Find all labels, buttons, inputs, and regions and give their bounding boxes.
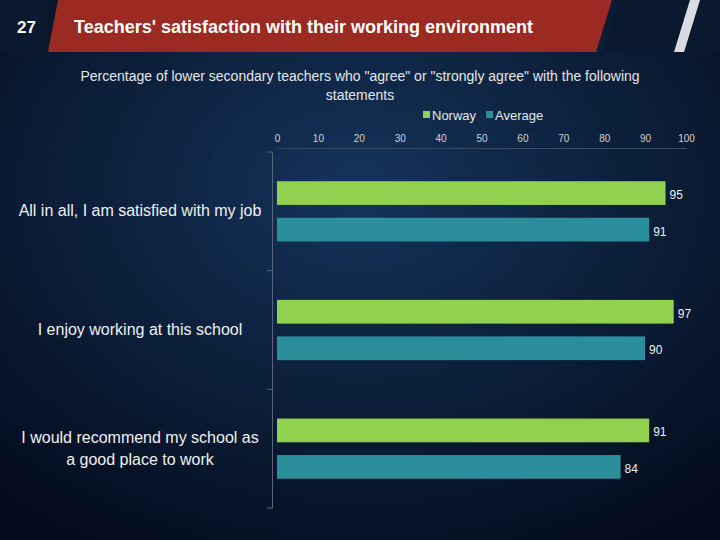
category-label: I enjoy working at this school — [38, 321, 243, 338]
bar — [277, 300, 674, 324]
x-tick-label: 80 — [599, 133, 611, 144]
category-divider — [267, 508, 272, 509]
legend: Norway Average — [423, 108, 543, 123]
background — [0, 0, 720, 540]
x-axis-line — [278, 148, 687, 149]
x-tick-label: 100 — [678, 133, 695, 144]
x-axis: 0 10 20 30 40 50 60 70 80 90 100 — [275, 133, 696, 149]
bar — [277, 336, 645, 360]
data-label: 91 — [653, 225, 667, 239]
x-tick-label: 40 — [436, 133, 448, 144]
header-right — [604, 0, 720, 52]
subtitle: Percentage of lower secondary teachers w… — [80, 68, 639, 103]
x-tick-label: 70 — [558, 133, 570, 144]
header-left — [0, 0, 48, 52]
x-tick-label: 10 — [313, 133, 325, 144]
legend-label: Norway — [432, 108, 477, 123]
category-divider — [267, 389, 272, 390]
x-tick: 20 — [354, 133, 366, 148]
data-labels: 95 97 91 91 90 84 — [625, 188, 692, 476]
x-tick-label: 30 — [395, 133, 407, 144]
x-tick: 80 — [599, 133, 611, 148]
header-stripe — [674, 0, 700, 52]
category-divider — [267, 270, 272, 271]
legend-label: Average — [495, 108, 543, 123]
y-axis-line — [272, 153, 273, 509]
category-divider — [267, 152, 272, 153]
chart: 27 Teachers' satisfaction with their work… — [0, 0, 720, 540]
bar — [277, 419, 649, 443]
x-tick: 100 — [678, 133, 695, 148]
category-label: I would recommend my school asa good pla… — [21, 429, 258, 468]
bar — [277, 218, 649, 242]
x-tick: 60 — [517, 133, 529, 148]
data-label: 84 — [625, 462, 639, 476]
data-label: 95 — [670, 188, 684, 202]
x-tick-label: 90 — [640, 133, 652, 144]
legend-swatch — [486, 111, 493, 118]
legend-swatch — [423, 111, 430, 118]
bar — [277, 455, 621, 479]
data-label: 97 — [678, 307, 692, 321]
bar — [277, 181, 666, 205]
data-label: 90 — [649, 343, 663, 357]
x-tick-label: 20 — [354, 133, 366, 144]
data-label: 91 — [653, 425, 667, 439]
x-tick: 30 — [395, 133, 407, 148]
x-tick: 10 — [313, 133, 325, 148]
x-tick-label: 0 — [275, 133, 281, 144]
x-tick-label: 50 — [476, 133, 488, 144]
category-label: All in all, I am satisfied with my job — [19, 202, 262, 219]
bars — [277, 181, 674, 479]
y-axis — [267, 152, 273, 509]
title: Teachers' satisfaction with their workin… — [74, 17, 533, 37]
x-tick: 40 — [436, 133, 448, 148]
page-number: 27 — [17, 18, 36, 37]
header-band — [48, 0, 612, 52]
x-tick: 0 — [275, 133, 281, 148]
x-tick: 90 — [640, 133, 652, 148]
x-tick: 50 — [476, 133, 488, 148]
x-tick-label: 60 — [517, 133, 529, 144]
x-tick: 70 — [558, 133, 570, 148]
